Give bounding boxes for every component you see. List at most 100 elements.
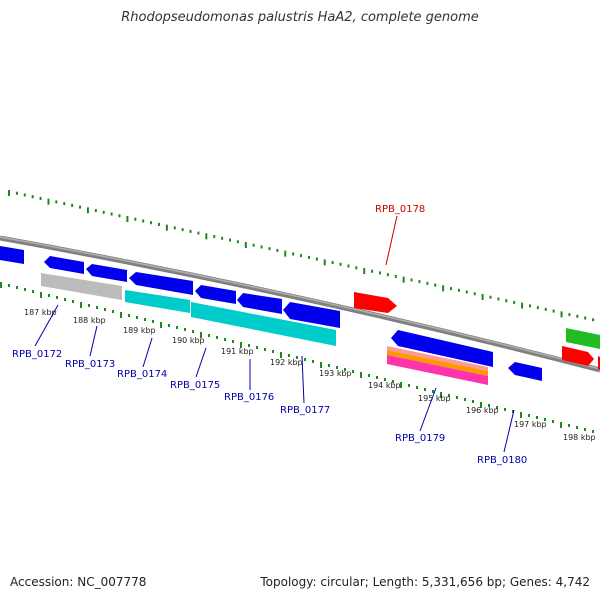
ruler-label: 194 kbp xyxy=(368,381,401,390)
tick-mark xyxy=(481,294,484,300)
tick-mark xyxy=(221,236,224,240)
gene-feature xyxy=(191,302,336,346)
reverse-strand-genes xyxy=(0,246,340,328)
tick-mark xyxy=(424,388,426,391)
ruler-label: 189 kbp xyxy=(123,326,156,335)
tick-mark xyxy=(304,358,306,361)
gene-label: RPB_0176 xyxy=(224,392,274,403)
gene-feature xyxy=(283,302,340,328)
lower-features xyxy=(41,273,542,385)
gene-feature xyxy=(44,256,84,274)
tick-mark xyxy=(157,222,160,226)
tick-mark xyxy=(352,370,354,373)
tick-mark xyxy=(497,297,500,301)
tick-mark xyxy=(489,295,492,299)
gene-feature xyxy=(354,292,397,313)
gene-feature xyxy=(195,285,236,304)
tick-mark xyxy=(15,191,18,195)
tick-mark xyxy=(360,372,362,378)
tick-mark xyxy=(110,212,113,216)
ruler-label: 193 kbp xyxy=(319,369,352,378)
tick-mark xyxy=(276,248,279,252)
label-leader-line xyxy=(34,304,59,347)
tick-mark xyxy=(584,428,586,431)
tick-mark xyxy=(402,276,405,283)
tick-mark xyxy=(544,307,547,311)
tick-mark xyxy=(8,284,10,287)
tick-mark xyxy=(394,274,397,278)
tick-mark xyxy=(552,420,554,423)
gene-feature xyxy=(566,328,600,349)
tick-mark xyxy=(112,310,114,313)
tick-mark xyxy=(280,352,282,358)
tick-mark xyxy=(63,202,66,206)
tick-mark xyxy=(521,302,524,309)
forward-strand-genes xyxy=(354,292,600,370)
tick-mark xyxy=(126,216,129,222)
tick-mark xyxy=(260,245,263,249)
tick-mark xyxy=(560,422,562,428)
tick-mark xyxy=(408,384,410,387)
ruler-label: 192 kbp xyxy=(270,358,303,367)
tick-mark xyxy=(560,311,563,318)
tick-mark xyxy=(168,324,170,327)
tick-mark xyxy=(496,406,498,409)
tick-mark xyxy=(88,304,90,307)
tick-mark xyxy=(292,252,295,256)
tick-mark xyxy=(347,264,350,268)
genome-backbone xyxy=(0,235,600,373)
tick-mark xyxy=(32,290,34,293)
tick-mark xyxy=(355,266,358,270)
tick-mark xyxy=(368,374,370,377)
label-leader-line xyxy=(385,215,398,266)
tick-mark xyxy=(56,296,58,299)
genome-stats-text: Topology: circular; Length: 5,331,656 bp… xyxy=(260,575,590,589)
tick-mark xyxy=(24,288,26,291)
tick-mark xyxy=(136,316,138,319)
tick-mark xyxy=(128,314,130,317)
tick-mark xyxy=(200,332,202,338)
tick-mark xyxy=(528,414,530,417)
tick-mark xyxy=(568,313,571,317)
label-leader-line xyxy=(195,347,207,378)
ruler-label: 195 kbp xyxy=(418,394,451,403)
tick-mark xyxy=(339,262,342,266)
gene-feature xyxy=(237,293,282,314)
tick-mark xyxy=(450,287,453,291)
tick-mark xyxy=(134,217,137,221)
gene-label: RPB_0174 xyxy=(117,369,167,380)
tick-mark xyxy=(307,255,310,259)
tick-mark xyxy=(272,350,274,353)
tick-mark xyxy=(568,424,570,427)
gene-feature xyxy=(391,330,493,367)
gene-feature xyxy=(387,350,488,376)
label-leader-line xyxy=(89,325,98,357)
tick-mark xyxy=(264,348,266,351)
tick-mark xyxy=(552,309,555,313)
gene-label: RPB_0180 xyxy=(477,455,527,466)
tick-mark xyxy=(165,224,168,231)
tick-mark xyxy=(96,306,98,309)
ruler-label: 198 kbp xyxy=(563,433,596,442)
gene-feature xyxy=(86,264,127,282)
tick-mark xyxy=(576,314,579,318)
ruler-label: 190 kbp xyxy=(172,336,205,345)
tick-mark xyxy=(216,336,218,339)
tick-mark xyxy=(48,294,50,297)
tick-mark xyxy=(328,364,330,367)
tick-mark xyxy=(528,304,531,308)
tick-mark xyxy=(312,360,314,363)
tick-mark xyxy=(16,286,18,289)
tick-mark xyxy=(39,196,42,200)
gene-feature xyxy=(387,346,488,371)
gene-feature xyxy=(0,246,24,264)
tick-mark xyxy=(378,271,381,275)
tick-mark xyxy=(488,404,490,407)
tick-mark xyxy=(79,205,82,209)
gene-label: RPB_0173 xyxy=(65,359,115,370)
tick-mark xyxy=(173,226,176,230)
gene-feature xyxy=(125,290,190,313)
gene-label: RPB_0179 xyxy=(395,433,445,444)
tick-mark xyxy=(23,193,26,197)
label-leader-line xyxy=(419,387,437,432)
